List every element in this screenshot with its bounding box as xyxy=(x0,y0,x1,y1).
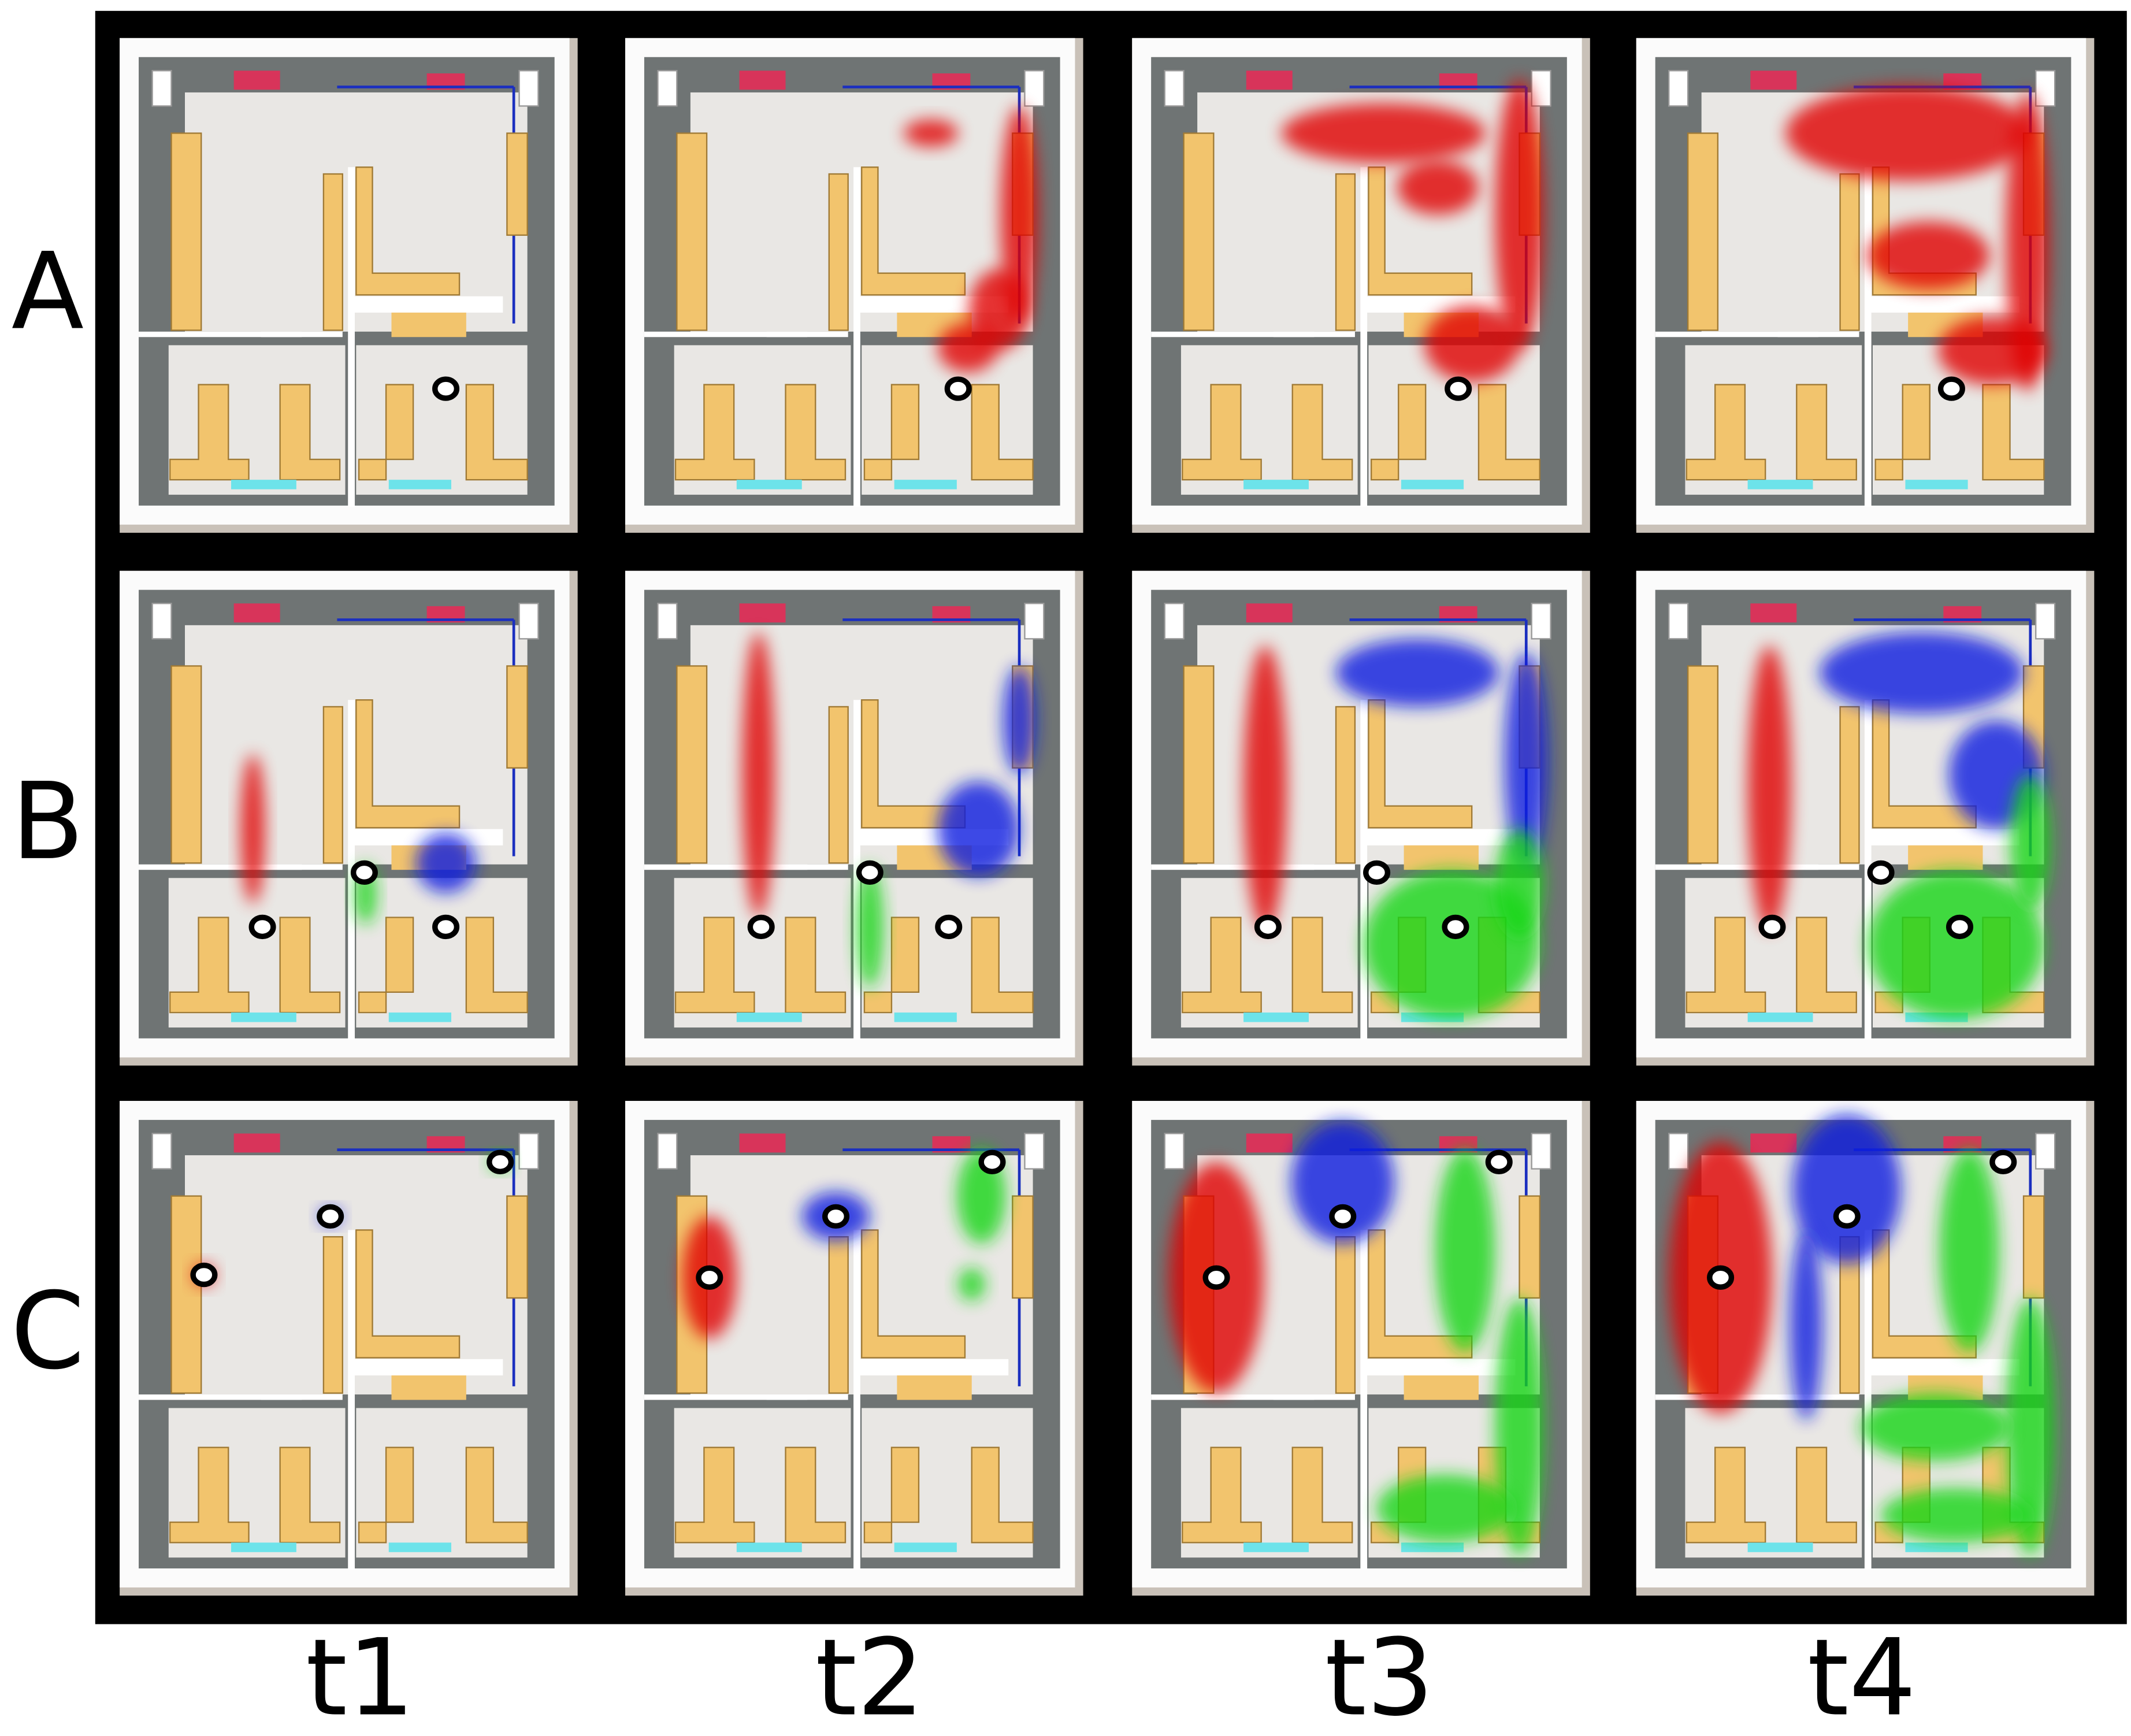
particle-cloud xyxy=(1881,1488,2030,1543)
robot-marker xyxy=(190,1262,218,1288)
robot-marker xyxy=(1329,1204,1357,1229)
robot-marker xyxy=(317,1204,344,1229)
robot-marker xyxy=(432,376,460,401)
column-label: t4 xyxy=(1807,1617,1917,1736)
room-scene xyxy=(120,571,578,1066)
particle-cloud xyxy=(1867,870,2044,1019)
panel xyxy=(1636,38,2095,533)
robot-marker xyxy=(248,914,276,940)
room-scene xyxy=(625,1101,1083,1596)
robot-marker xyxy=(978,1149,1006,1174)
particle-cloud xyxy=(2006,1298,2055,1556)
panel xyxy=(1636,571,2095,1066)
robot-marker xyxy=(1946,914,1974,940)
robot-marker xyxy=(1485,1149,1513,1174)
robot-marker xyxy=(1442,914,1469,940)
particle-cloud xyxy=(1747,646,1791,932)
particle-cloud xyxy=(1495,1298,1544,1556)
particle-cloud xyxy=(1243,646,1287,932)
row-label: C xyxy=(10,1270,84,1393)
particle-cloud xyxy=(1363,870,1540,1019)
particle-cloud xyxy=(1281,103,1486,164)
particle-cloud xyxy=(1939,1148,1999,1353)
particle-cloud xyxy=(1495,829,1544,938)
particle-cloud xyxy=(240,754,265,904)
robot-marker xyxy=(747,914,775,940)
particle-cloud xyxy=(1424,306,1520,382)
particle-cloud xyxy=(1397,160,1479,215)
robot-marker xyxy=(432,914,460,940)
row-label: A xyxy=(12,231,84,354)
particle-cloud xyxy=(937,781,1020,877)
particle-cloud xyxy=(1291,1121,1395,1244)
robot-marker xyxy=(856,860,883,885)
robot-marker xyxy=(1445,376,1472,401)
particle-cloud xyxy=(1495,79,1544,351)
particle-cloud xyxy=(1820,632,2024,714)
column-label: t1 xyxy=(306,1617,415,1736)
robot-marker xyxy=(944,376,972,401)
particle-cloud xyxy=(1336,639,1499,707)
panel xyxy=(1132,38,1590,533)
particle-cloud xyxy=(1937,316,2047,385)
robot-marker xyxy=(1363,860,1391,885)
panel xyxy=(625,1101,1083,1596)
robot-marker xyxy=(1707,1265,1735,1290)
labels: A B Ct1 t2 t3 t4 xyxy=(10,231,1916,1736)
room-scene xyxy=(120,38,578,533)
panel xyxy=(625,38,1083,533)
particle-cloud xyxy=(1435,1148,1495,1353)
robot-marker xyxy=(1758,914,1786,940)
particle-cloud xyxy=(937,323,998,373)
particle-cloud xyxy=(1003,666,1036,775)
panel xyxy=(1636,1101,2095,1596)
panel xyxy=(1132,571,1590,1066)
particle-cloud xyxy=(1504,652,1548,870)
panel xyxy=(120,1101,578,1596)
robot-marker xyxy=(487,1149,514,1174)
column-label: t2 xyxy=(815,1617,925,1736)
row-label: B xyxy=(12,761,84,884)
robot-marker xyxy=(350,860,378,885)
particle-cloud xyxy=(856,866,883,988)
particle-cloud xyxy=(958,1268,986,1301)
robot-marker xyxy=(1254,914,1282,940)
particle-cloud xyxy=(742,632,775,918)
panel xyxy=(625,571,1083,1066)
particle-cloud xyxy=(1376,1474,1513,1543)
robot-marker xyxy=(822,1204,850,1229)
robot-marker xyxy=(1989,1149,2017,1174)
particle-cloud xyxy=(1790,1230,1822,1420)
robot-marker xyxy=(1202,1265,1230,1290)
particle-cloud xyxy=(2006,92,2050,392)
panel xyxy=(1132,1101,1590,1596)
particle-cloud xyxy=(2010,774,2051,911)
panel xyxy=(120,38,578,533)
particle-cloud xyxy=(1000,106,1038,324)
panel xyxy=(120,571,578,1066)
particle-cloud xyxy=(1867,221,1990,290)
room-scene xyxy=(120,1101,578,1596)
particle-cloud xyxy=(1785,86,2030,181)
particle-cloud xyxy=(904,119,959,147)
robot-marker xyxy=(696,1265,723,1290)
panel-grid xyxy=(120,38,2094,1596)
robot-marker xyxy=(1867,860,1895,885)
robot-marker xyxy=(935,914,963,940)
robot-marker xyxy=(1833,1204,1861,1229)
particle-cloud xyxy=(1860,1393,2010,1461)
robot-marker xyxy=(1937,376,1965,401)
particle-cloud xyxy=(415,833,476,893)
column-label: t3 xyxy=(1325,1617,1434,1736)
particle-cloud xyxy=(1792,1114,1902,1264)
